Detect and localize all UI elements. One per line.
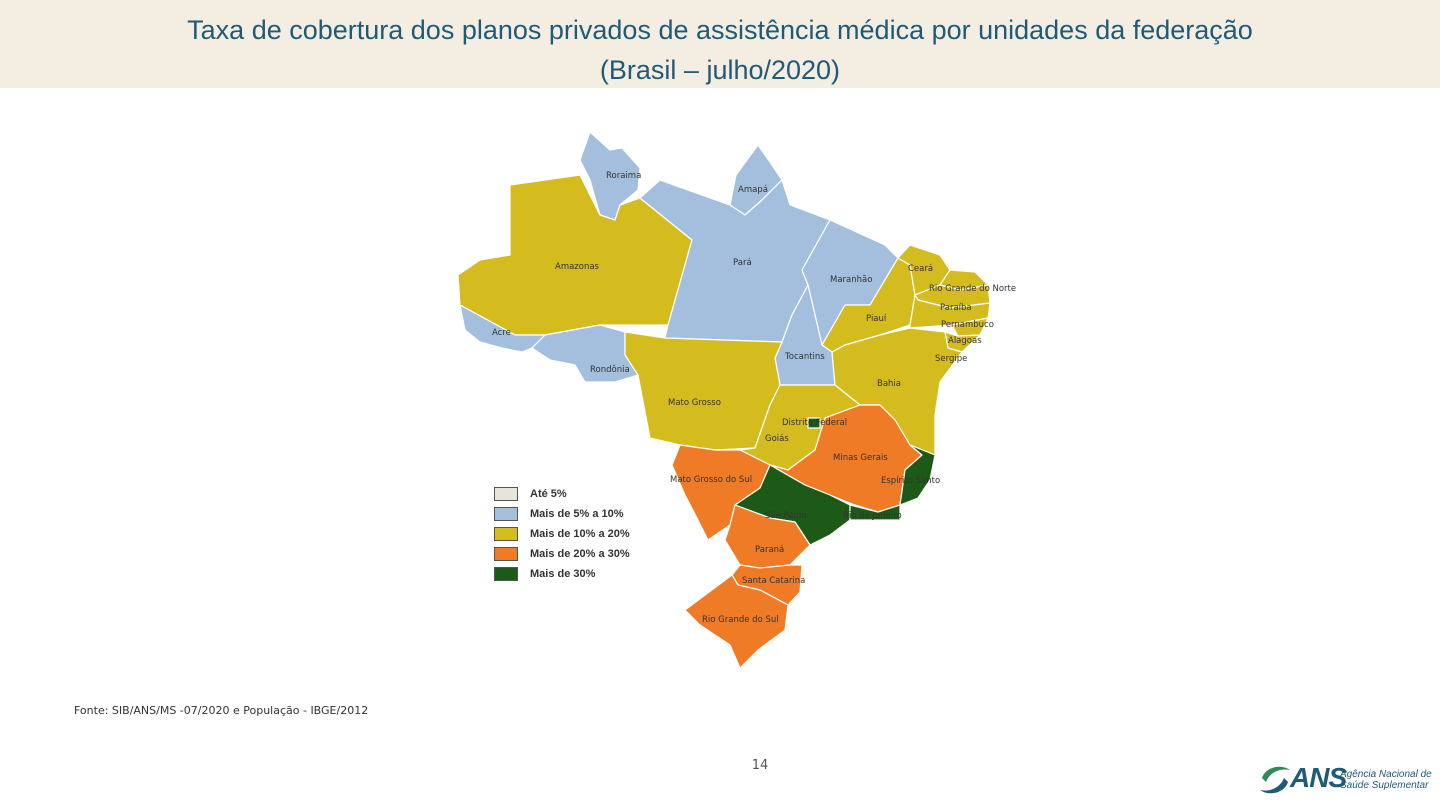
- state-df: [807, 417, 821, 429]
- label-bahia: Bahia: [877, 379, 901, 389]
- label-sc: Santa Catarina: [742, 576, 805, 586]
- legend-label: Mais de 20% a 30%: [530, 548, 630, 560]
- state-mg: [769, 404, 923, 513]
- legend-label: Mais de 30%: [530, 568, 596, 580]
- logo-subtitle-line-2: Saúde Suplementar: [1340, 780, 1429, 791]
- label-sp: São Paulo: [765, 511, 806, 521]
- state-sp: [734, 464, 851, 546]
- label-piaui: Piauí: [866, 314, 887, 324]
- label-rs: Rio Grande do Sul: [702, 615, 779, 625]
- legend-item: Mais de 5% a 10%: [494, 504, 630, 524]
- legend-item: Até 5%: [494, 484, 630, 504]
- label-pernambuco: Pernambuco: [941, 320, 994, 330]
- label-rn: Rio Grande do Norte: [929, 284, 1016, 294]
- legend-swatch: [494, 507, 518, 521]
- legend-item: Mais de 10% a 20%: [494, 524, 630, 544]
- label-amapa: Amapá: [738, 185, 768, 195]
- label-maranhao: Maranhão: [830, 275, 872, 285]
- legend-swatch: [494, 527, 518, 541]
- legend-item: Mais de 30%: [494, 564, 630, 584]
- state-rondonia: [531, 324, 639, 383]
- label-alagoas: Alagoas: [948, 336, 982, 346]
- label-para: Pará: [733, 258, 752, 268]
- brazil-map: Roraima Amapá Amazonas Pará Maranhão Cea…: [457, 131, 1016, 669]
- state-amazonas: [457, 174, 693, 336]
- title-line-2: (Brasil – julho/2020): [599, 55, 841, 85]
- state-rj: [849, 504, 901, 521]
- legend-item: Mais de 20% a 30%: [494, 544, 630, 564]
- legend-label: Mais de 10% a 20%: [530, 528, 630, 540]
- title-line-1: Taxa de cobertura dos planos privados de…: [187, 15, 1253, 45]
- logo-subtitle: Agência Nacional de Saúde Suplementar: [1340, 769, 1432, 791]
- state-es: [899, 444, 936, 506]
- label-tocantins: Tocantins: [784, 352, 825, 362]
- label-mg: Minas Gerais: [833, 453, 888, 463]
- source-note: Fonte: SIB/ANS/MS -07/2020 e População -…: [74, 704, 369, 717]
- legend-swatch: [494, 567, 518, 581]
- label-es: Espírito Santo: [881, 476, 940, 486]
- ans-logo-icon: [1260, 766, 1290, 794]
- label-sergipe: Sergipe: [935, 354, 967, 364]
- label-ceara: Ceará: [908, 264, 933, 274]
- legend-label: Mais de 5% a 10%: [530, 508, 624, 520]
- label-mt: Mato Grosso: [668, 398, 721, 408]
- label-paraiba: Paraíba: [940, 303, 972, 313]
- legend-swatch: [494, 487, 518, 501]
- logo-wordmark: ANS: [1290, 762, 1347, 793]
- state-mt: [624, 331, 783, 451]
- state-roraima: [579, 131, 641, 221]
- title-bar: [0, 0, 1440, 88]
- label-amazonas: Amazonas: [555, 262, 600, 272]
- label-roraima: Roraima: [606, 171, 641, 181]
- legend-swatch: [494, 547, 518, 561]
- page-number: 14: [751, 758, 769, 773]
- label-df: Distrito Federal: [782, 418, 847, 428]
- label-rj: Rio de Janeiro: [843, 511, 902, 521]
- state-acre: [459, 304, 546, 353]
- label-pr: Paraná: [755, 545, 784, 555]
- logo-subtitle-line-1: Agência Nacional de: [1340, 769, 1432, 780]
- page-title: Taxa de cobertura dos planos privados de…: [0, 10, 1440, 90]
- label-acre: Acre: [492, 328, 511, 338]
- state-rs: [684, 574, 789, 669]
- label-rondonia: Rondônia: [590, 364, 630, 375]
- ans-logo: ANS Agência Nacional de Saúde Suplementa…: [1258, 760, 1433, 802]
- label-goias: Goiás: [765, 434, 789, 444]
- map-legend: Até 5% Mais de 5% a 10% Mais de 10% a 20…: [494, 484, 630, 584]
- legend-label: Até 5%: [530, 488, 567, 500]
- label-ms: Mato Grosso do Sul: [670, 475, 752, 485]
